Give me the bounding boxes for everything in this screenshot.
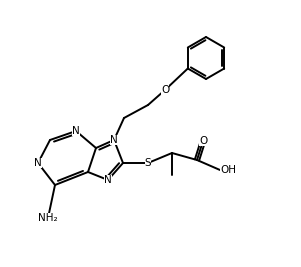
Text: S: S <box>145 158 151 168</box>
Text: O: O <box>161 85 169 95</box>
Text: O: O <box>199 136 207 146</box>
Text: OH: OH <box>220 165 236 175</box>
Text: N: N <box>104 175 112 185</box>
Text: N: N <box>72 126 80 136</box>
Text: NH₂: NH₂ <box>38 213 58 223</box>
Text: N: N <box>110 135 118 145</box>
Text: N: N <box>34 158 42 168</box>
